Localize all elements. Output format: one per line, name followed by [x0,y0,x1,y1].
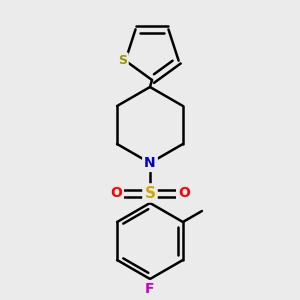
Text: F: F [145,282,155,296]
Text: S: S [118,54,127,67]
Text: O: O [110,186,122,200]
Text: O: O [178,186,190,200]
Text: S: S [145,185,155,200]
Text: N: N [144,156,156,170]
